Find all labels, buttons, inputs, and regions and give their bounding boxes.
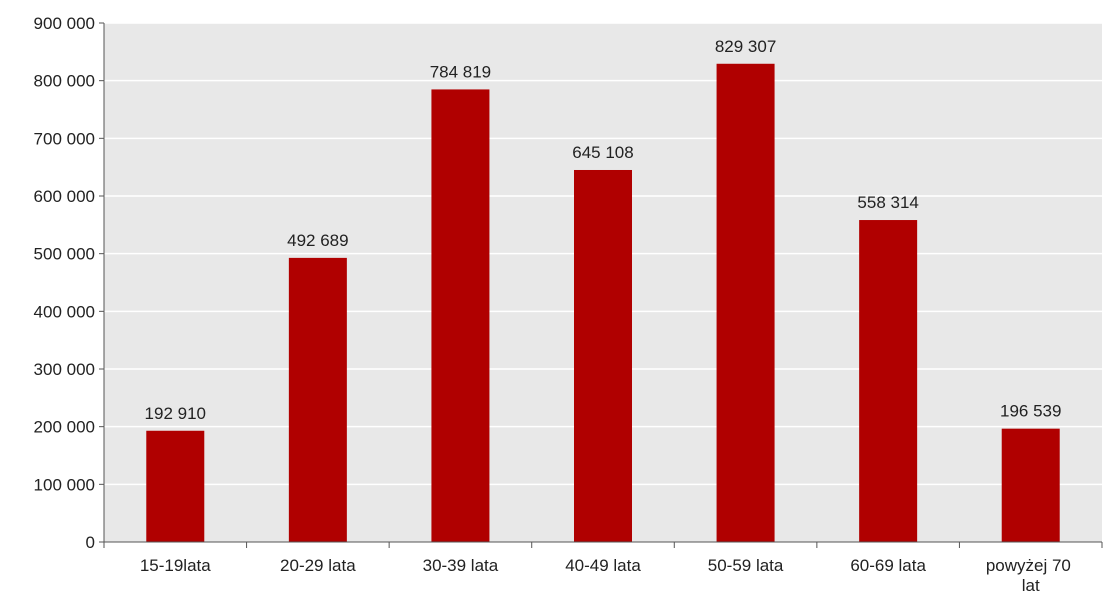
bar xyxy=(1001,428,1060,542)
axes xyxy=(103,23,1102,543)
x-axis-ticks: 15-19lata 20-29 lata 30-39 lata 40-49 lata 5… xyxy=(103,542,1103,595)
bar xyxy=(574,169,632,542)
y-tick-label: 600 000 xyxy=(34,187,95,206)
data-label: 558 314 xyxy=(857,193,918,212)
bars xyxy=(146,63,1060,542)
data-label: 192 910 xyxy=(145,404,206,423)
x-tick-label: 40-49 lata xyxy=(565,556,641,575)
x-tick-label: 30-39 lata xyxy=(423,556,499,575)
x-tick-label: 20-29 lata xyxy=(280,556,356,575)
y-tick-label: 200 000 xyxy=(34,418,95,437)
data-label: 492 689 xyxy=(287,231,348,250)
bar xyxy=(431,89,490,542)
data-label: 829 307 xyxy=(715,37,776,56)
y-tick-label: 500 000 xyxy=(34,245,95,264)
y-tick-label: 800 000 xyxy=(34,72,95,91)
x-tick-label: 50-59 lata xyxy=(708,556,784,575)
bar xyxy=(859,220,918,542)
data-label: 196 539 xyxy=(1000,402,1061,421)
y-tick-label: 400 000 xyxy=(34,302,95,321)
y-tick-label: 900 000 xyxy=(34,14,95,33)
bar xyxy=(288,257,347,542)
bar xyxy=(146,430,205,542)
y-tick-label: 100 000 xyxy=(34,475,95,494)
bar xyxy=(716,63,775,542)
data-label: 645 108 xyxy=(572,143,633,162)
y-tick-label: 700 000 xyxy=(34,129,95,148)
data-labels: 192 910 492 689 784 819 645 108 829 307 558 3… xyxy=(145,37,1062,423)
x-tick-label: 15-19lata xyxy=(140,556,211,575)
y-tick-label: 0 xyxy=(86,533,95,552)
y-tick-label: 300 000 xyxy=(34,360,95,379)
x-tick-label: 60-69 lata xyxy=(850,556,926,575)
y-axis-ticks: 0 100 000 200 000 300 000 400 000 500 000 600 … xyxy=(34,14,104,552)
data-label: 784 819 xyxy=(430,62,491,81)
x-tick-label: powyżej 70 lat xyxy=(986,556,1076,595)
